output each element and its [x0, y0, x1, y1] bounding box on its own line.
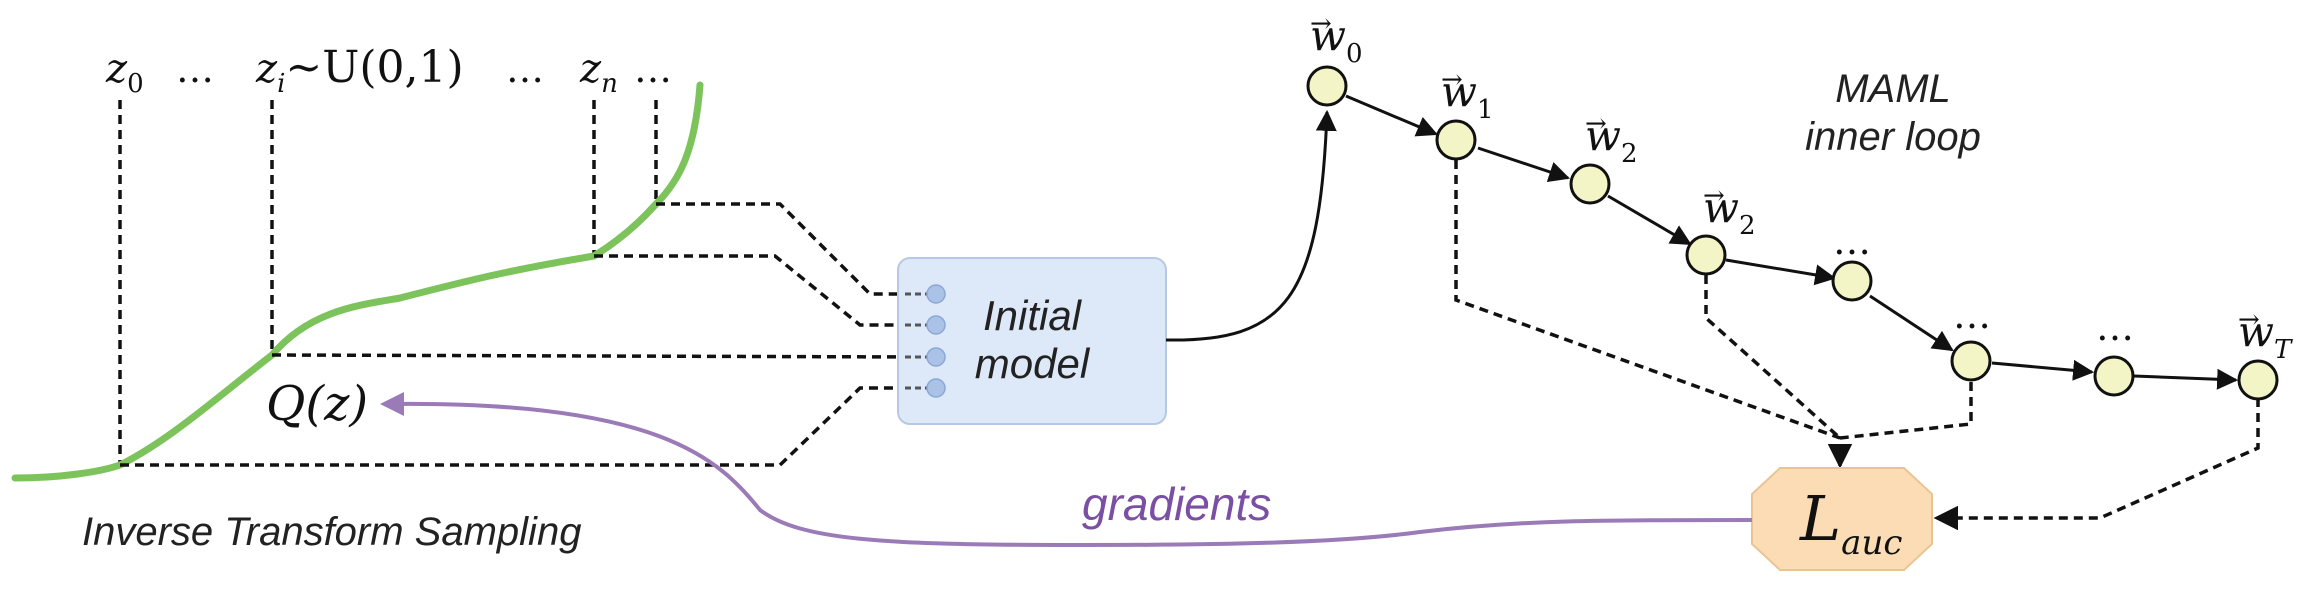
connector-zi-to-port3 — [271, 353, 921, 359]
node-w2-label: w2 — [1585, 111, 1638, 169]
model-input-port-3 — [926, 347, 946, 367]
chain-arrow-5-6 — [1991, 359, 2095, 381]
chain-arrow-6-7 — [2133, 368, 2239, 390]
node-w0-vector-arrow: → — [1310, 9, 1332, 39]
model-label-line2: model — [975, 340, 1091, 387]
node-w2 — [1569, 163, 1611, 205]
node-dots-c-label: … — [2096, 305, 2134, 349]
chain-arrow-4-5 — [1869, 294, 1954, 352]
gradients-arrowhead — [380, 392, 404, 416]
maml-section: MAML inner loop w0 → w1 → w2 → w2 → … — [1306, 9, 2293, 531]
initial-model-box: Initial model — [897, 257, 1167, 425]
node-dots-a — [1831, 260, 1873, 302]
chain-arrow-1-2 — [1477, 146, 1570, 182]
loss-octagon — [1751, 467, 1933, 571]
dots-label-1: … — [176, 47, 214, 91]
node-wT-label: wT — [2238, 307, 2293, 365]
loss-label: Lauc — [1799, 482, 1902, 563]
zn-label: zn — [579, 46, 618, 99]
q-label: Q(z) — [266, 376, 368, 432]
gradients-label: gradients — [1082, 478, 1271, 530]
dots-label-2: … — [506, 47, 544, 91]
node-w1-label: w1 — [1441, 67, 1494, 125]
node-w2b-label: w2 — [1703, 183, 1756, 241]
node-wT — [2237, 359, 2279, 401]
connector-zn-to-port2 — [594, 254, 920, 327]
dashed-w1-to-loss — [1454, 160, 1853, 469]
dashed-dots-to-loss — [1839, 382, 1973, 440]
maml-title-line2: inner loop — [1805, 115, 1981, 159]
node-w2-vector-arrow: → — [1585, 109, 1607, 139]
model-label-line1: Initial — [983, 292, 1083, 339]
node-w0 — [1306, 65, 1348, 107]
sampling-caption: Inverse Transform Sampling — [82, 510, 581, 554]
node-wT-vector-arrow: → — [2238, 305, 2260, 335]
dots-label-3: … — [634, 47, 672, 91]
node-w2b — [1685, 234, 1727, 276]
model-input-port-1 — [926, 284, 946, 304]
gradients-arrow — [384, 401, 1753, 548]
node-w2b-vector-arrow: → — [1703, 181, 1725, 211]
loss-box: Lauc — [1751, 467, 1933, 571]
node-dots-c — [2093, 355, 2135, 397]
z0-label: z0 — [105, 46, 144, 99]
chain-arrow-2-3 — [1607, 194, 1692, 246]
node-w1-vector-arrow: → — [1441, 65, 1463, 95]
node-dots-a-label: … — [1833, 219, 1871, 263]
node-dots-b — [1950, 340, 1992, 382]
quantile-curve — [11, 81, 704, 482]
sampling-section: z0 … zi~U(0,1) … zn … Q(z) Inverse Trans… — [11, 42, 921, 554]
node-w1 — [1435, 119, 1477, 161]
model-input-port-4 — [926, 378, 946, 398]
zi-label: zi~U(0,1) — [255, 42, 464, 99]
dashed-w2b-to-loss — [1704, 275, 1842, 440]
model-to-w0-arrow — [1165, 109, 1337, 342]
dashed-wT-to-loss — [1933, 398, 2260, 531]
maml-title-line1: MAML — [1835, 67, 1951, 111]
connector-dots-to-port1 — [656, 202, 920, 296]
connector-z0-to-port4 — [120, 386, 920, 467]
node-w0-label: w0 — [1310, 11, 1363, 69]
chain-arrow-3-4 — [1725, 258, 1837, 286]
node-dots-b-label: … — [1953, 293, 1991, 337]
model-input-port-2 — [926, 315, 946, 335]
chain-arrow-0-1 — [1345, 94, 1438, 137]
